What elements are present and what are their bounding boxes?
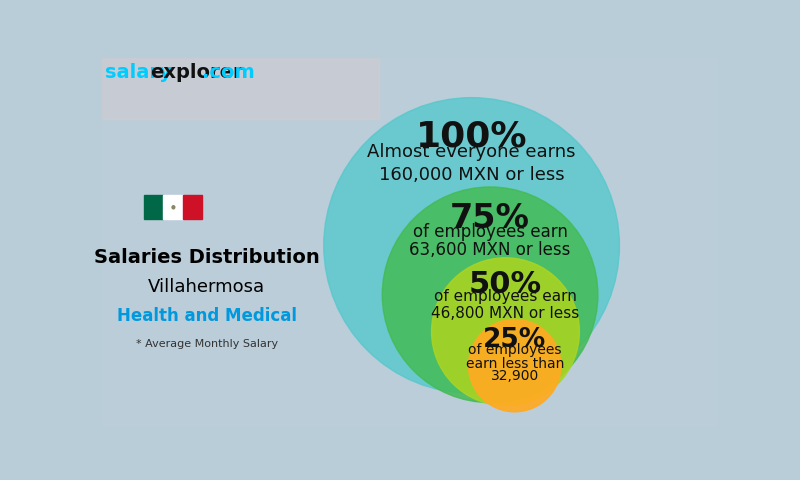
Text: earn less than: earn less than [466,357,564,371]
Text: 160,000 MXN or less: 160,000 MXN or less [378,166,565,184]
Text: 75%: 75% [450,203,530,235]
FancyBboxPatch shape [102,0,718,427]
Text: 46,800 MXN or less: 46,800 MXN or less [431,306,580,321]
Text: 100%: 100% [416,119,527,153]
Text: Villahermosa: Villahermosa [148,278,266,296]
Bar [182,195,202,219]
Text: Almost everyone earns: Almost everyone earns [367,143,576,161]
Text: of employees earn: of employees earn [413,223,567,240]
Circle shape [431,258,579,406]
Text: 32,900: 32,900 [490,369,539,384]
Circle shape [469,319,561,412]
Bar [163,195,182,219]
Text: 50%: 50% [469,270,542,299]
Text: ●: ● [170,205,175,210]
Text: * Average Monthly Salary: * Average Monthly Salary [136,339,278,349]
FancyBboxPatch shape [102,0,379,119]
Text: Health and Medical: Health and Medical [117,307,297,325]
Text: 25%: 25% [483,327,546,353]
Text: of employees: of employees [468,343,562,358]
Text: 63,600 MXN or less: 63,600 MXN or less [410,241,570,259]
Text: of employees earn: of employees earn [434,288,577,304]
Bar [143,195,163,219]
Circle shape [324,97,619,393]
Circle shape [382,187,598,403]
Text: Salaries Distribution: Salaries Distribution [94,248,319,267]
